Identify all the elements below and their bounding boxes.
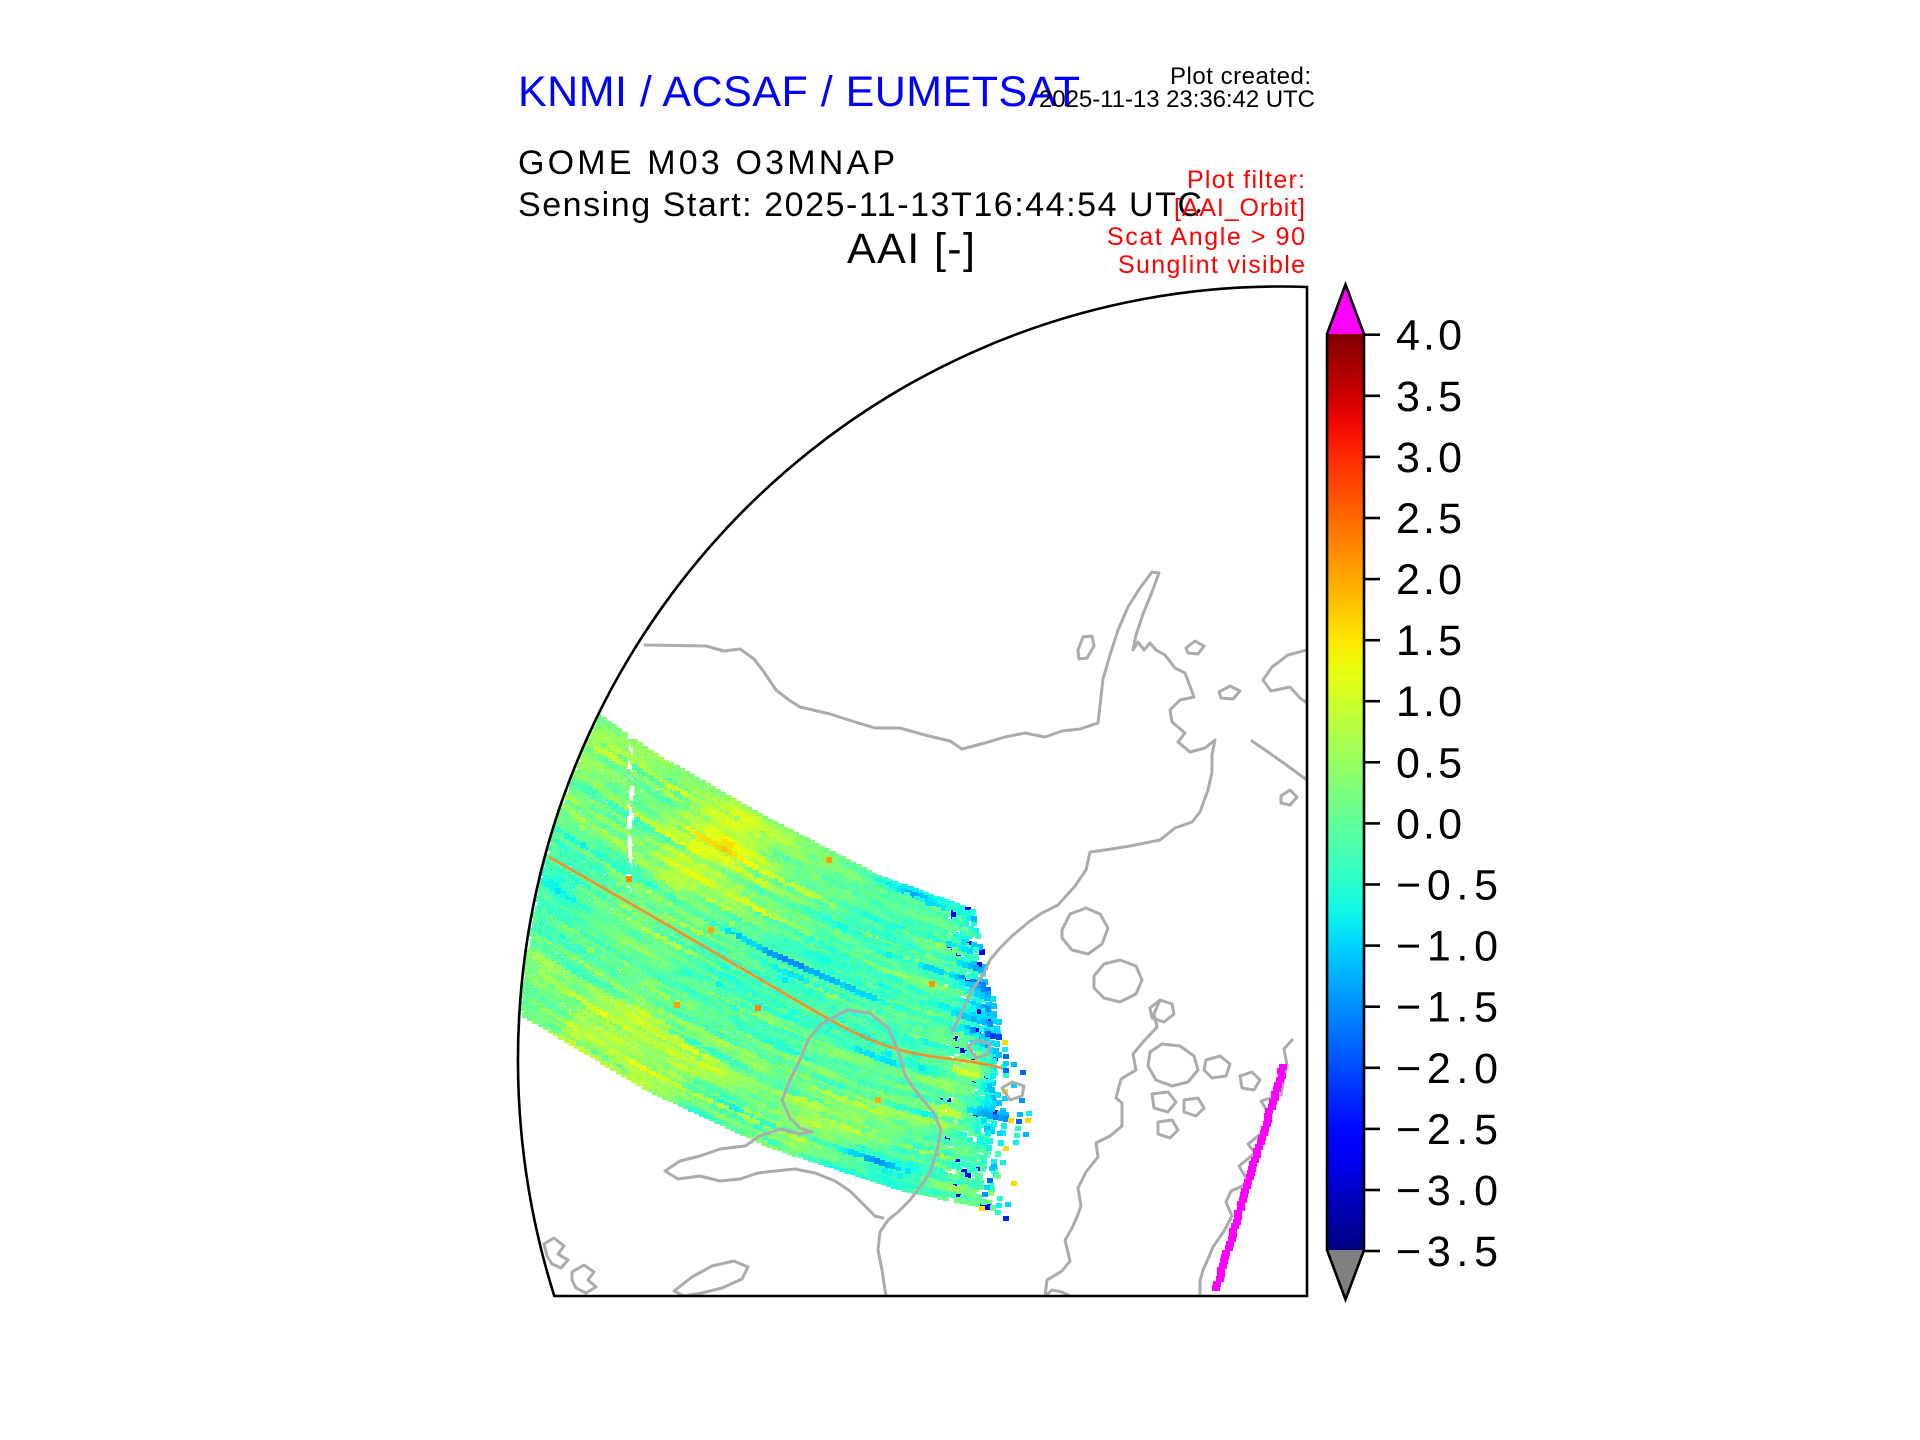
svg-text:−2.5: −2.5 xyxy=(1396,1106,1498,1154)
svg-text:0.0: 0.0 xyxy=(1396,800,1462,848)
svg-text:4.0: 4.0 xyxy=(1396,312,1462,360)
svg-text:−3.0: −3.0 xyxy=(1396,1167,1498,1215)
svg-text:Plot created:: Plot created: xyxy=(1170,63,1311,90)
svg-text:Scat Angle > 90: Scat Angle > 90 xyxy=(1107,223,1305,251)
svg-text:Sensing Start: 2025-11-13T16:4: Sensing Start: 2025-11-13T16:44:54 UTC xyxy=(518,186,1202,224)
svg-text:2.0: 2.0 xyxy=(1396,556,1462,604)
svg-text:−2.0: −2.0 xyxy=(1396,1045,1498,1093)
svg-text:2025-11-13 23:36:42 UTC: 2025-11-13 23:36:42 UTC xyxy=(1039,86,1315,113)
svg-text:−0.5: −0.5 xyxy=(1396,862,1498,910)
svg-text:KNMI / ACSAF / EUMETSAT: KNMI / ACSAF / EUMETSAT xyxy=(518,68,1080,116)
svg-text:0.5: 0.5 xyxy=(1396,739,1462,787)
svg-text:2.5: 2.5 xyxy=(1396,495,1462,543)
svg-text:−1.0: −1.0 xyxy=(1396,923,1498,971)
svg-text:[AAI_Orbit]: [AAI_Orbit] xyxy=(1174,194,1305,222)
svg-text:1.0: 1.0 xyxy=(1396,678,1462,726)
svg-text:GOME M03 O3MNAP: GOME M03 O3MNAP xyxy=(518,144,895,182)
svg-text:Plot filter:: Plot filter: xyxy=(1187,166,1305,194)
svg-text:1.5: 1.5 xyxy=(1396,617,1462,665)
svg-text:3.5: 3.5 xyxy=(1396,373,1462,421)
svg-text:−3.5: −3.5 xyxy=(1396,1228,1498,1276)
svg-text:Sunglint visible: Sunglint visible xyxy=(1118,251,1305,279)
svg-text:−1.5: −1.5 xyxy=(1396,984,1498,1032)
svg-text:3.0: 3.0 xyxy=(1396,434,1462,482)
svg-text:AAI [-]: AAI [-] xyxy=(847,225,975,273)
